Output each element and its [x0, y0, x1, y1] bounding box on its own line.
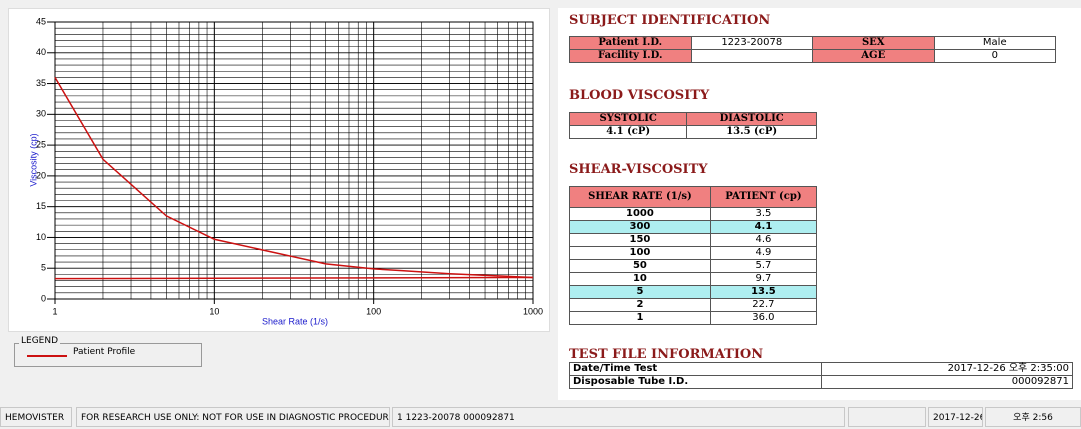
status-field: FOR RESEARCH USE ONLY: NOT FOR USE IN DI…: [76, 407, 390, 427]
header-cell: SYSTOLIC: [568, 112, 688, 126]
key-cell: Date/Time Test: [569, 362, 822, 376]
y-tick-label: 0: [41, 293, 46, 303]
y-tick-label: 30: [36, 109, 46, 119]
section-title: SUBJECT IDENTIFICATION: [569, 13, 771, 28]
value-cell: [690, 49, 813, 63]
table-row: Disposable Tube I.D. 000092871: [569, 375, 1073, 389]
y-tick-label: 10: [36, 232, 46, 242]
status-field: 1 1223-20078 000092871: [392, 407, 845, 427]
x-tick-label: 100: [366, 306, 381, 316]
y-tick-label: 40: [36, 47, 46, 57]
key-cell: Disposable Tube I.D.: [569, 375, 822, 389]
y-axis-label: Viscosity (cp): [28, 133, 38, 186]
status-field: [848, 407, 926, 427]
value-cell: 5.7: [709, 259, 818, 273]
value-cell: 4.9: [709, 246, 818, 260]
table-row: 150 4.6: [569, 233, 818, 247]
table-row: Facility I.D. AGE 0: [569, 49, 1056, 63]
value-cell: Male: [933, 36, 1056, 50]
test-file-table: Date/Time Test 2017-12-26 오후 2:35:00 Dispo…: [569, 362, 1073, 389]
y-tick-label: 25: [36, 139, 46, 149]
status-field: 오후 2:56: [985, 407, 1081, 427]
x-tick-label: 1: [52, 306, 57, 316]
value-cell: 300: [569, 220, 711, 234]
table-row: 10 9.7: [569, 272, 818, 286]
header-cell: SHEAR RATE (1/s): [569, 186, 711, 208]
value-cell: 50: [569, 259, 711, 273]
value-cell: 0: [933, 49, 1056, 63]
value-cell: 13.5: [709, 285, 818, 299]
value-cell: 5: [569, 285, 711, 299]
x-tick-label: 10: [209, 306, 219, 316]
value-cell: 1223-20078: [690, 36, 813, 50]
subject-table: Patient I.D. 1223-20078 SEX Male Facility I.…: [569, 36, 1056, 63]
legend: LEGEND Patient Profile: [14, 336, 202, 367]
value-cell: 4.1: [709, 220, 818, 234]
legend-swatch: [27, 355, 67, 357]
legend-title: LEGEND: [19, 336, 61, 346]
table-row: 2 22.7: [569, 298, 818, 312]
value-cell: 1: [569, 311, 711, 325]
value-cell: 150: [569, 233, 711, 247]
section-title: SHEAR-VISCOSITY: [569, 162, 708, 177]
value-cell: 36.0: [709, 311, 818, 325]
data-line: [54, 77, 534, 279]
y-tick-label: 5: [41, 263, 46, 273]
value-cell: 2017-12-26 오후 2:35:00: [820, 362, 1073, 376]
table-row: 50 5.7: [569, 259, 818, 273]
section-title: TEST FILE INFORMATION: [569, 347, 764, 362]
value-cell: 10: [569, 272, 711, 286]
value-cell: 3.5: [709, 207, 818, 221]
y-tick-label: 45: [36, 16, 46, 26]
y-tick-label: 35: [36, 78, 46, 88]
value-cell: 9.7: [709, 272, 818, 286]
value-cell: 4.6: [709, 233, 818, 247]
shear-table: SHEAR RATE (1/s) PATIENT (cp) 1000 3.5 300 4…: [569, 186, 818, 325]
value-cell: 22.7: [709, 298, 818, 312]
value-cell: 100: [569, 246, 711, 260]
table-row: Date/Time Test 2017-12-26 오후 2:35:00: [569, 362, 1073, 376]
value-cell: 4.1 (cP): [568, 125, 688, 139]
key-cell: Facility I.D.: [569, 49, 692, 63]
y-tick-label: 20: [36, 170, 46, 180]
y-tick-label: 15: [36, 201, 46, 211]
plot-frame: [54, 21, 534, 300]
table-row: 100 4.9: [569, 246, 818, 260]
value-cell: 1000: [569, 207, 711, 221]
x-axis-label: Shear Rate (1/s): [262, 316, 328, 326]
section-title: BLOOD VISCOSITY: [569, 88, 710, 103]
header-cell: DIASTOLIC: [686, 112, 817, 126]
table-row: Patient I.D. 1223-20078 SEX Male: [569, 36, 1056, 50]
data-line: [54, 276, 534, 280]
table-row: 1 36.0: [569, 311, 818, 325]
table-row: 5 13.5: [569, 285, 818, 299]
table-row: 300 4.1: [569, 220, 818, 234]
chart: Shear Rate (1/s) Viscosity (cp) 0 5 10 15 20…: [28, 16, 543, 326]
key-cell: AGE: [812, 49, 935, 63]
status-field: HEMOVISTER: [0, 407, 72, 427]
value-cell: 000092871: [820, 375, 1073, 389]
status-field: 2017-12-26: [928, 407, 983, 427]
table-row: 1000 3.5: [569, 207, 818, 221]
legend-label: Patient Profile: [73, 347, 136, 357]
value-cell: 2: [569, 298, 711, 312]
key-cell: Patient I.D.: [569, 36, 692, 50]
key-cell: SEX: [812, 36, 935, 50]
x-tick-label: 1000: [523, 306, 543, 316]
header-cell: PATIENT (cp): [709, 186, 818, 208]
blood-table: SYSTOLIC DIASTOLIC 4.1 (cP) 13.5 (cP): [568, 112, 817, 139]
value-cell: 13.5 (cP): [686, 125, 817, 139]
